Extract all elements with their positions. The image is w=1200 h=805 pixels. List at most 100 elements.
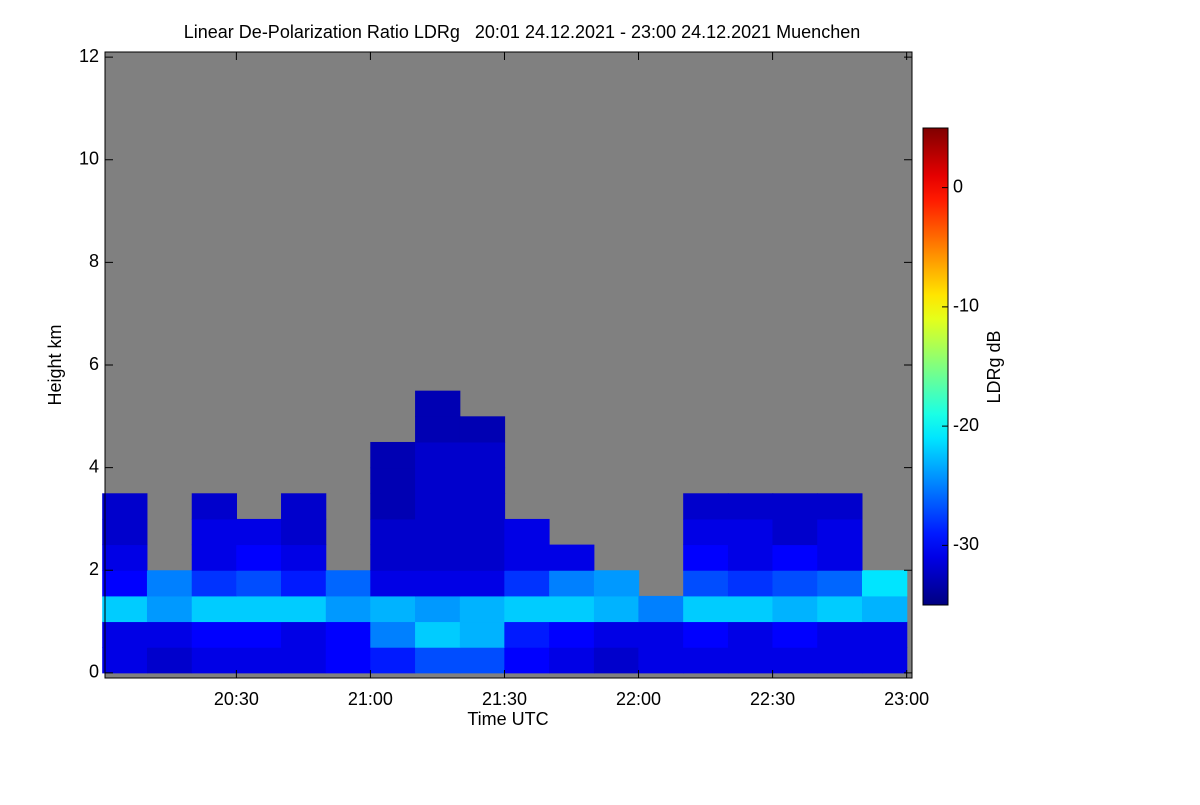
heatmap-cell — [146, 621, 193, 648]
heatmap-cell — [281, 647, 327, 674]
heatmap-cell — [415, 416, 461, 443]
x-tick-label: 23:00 — [884, 689, 929, 709]
heatmap-cell — [817, 493, 863, 520]
heatmap-cell — [191, 570, 238, 597]
y-tick-label: 0 — [89, 662, 99, 682]
x-tick-label: 21:30 — [482, 689, 527, 709]
heatmap-cell — [325, 595, 372, 623]
heatmap-cell — [772, 621, 818, 648]
heatmap-cell — [325, 570, 372, 597]
heatmap-cell — [236, 595, 282, 623]
heatmap-cell — [415, 467, 461, 494]
heatmap-cell — [504, 647, 550, 674]
heatmap-cell — [683, 647, 729, 674]
colorbar-tick-label: -10 — [953, 296, 979, 316]
heatmap-cell — [459, 544, 506, 571]
heatmap-cell — [370, 647, 416, 674]
colorbar-tick-label: 0 — [953, 176, 963, 196]
heatmap-cell — [459, 647, 506, 674]
heatmap-cell — [772, 570, 818, 597]
heatmap-cell — [236, 518, 282, 546]
heatmap-cell — [191, 647, 238, 674]
heatmap-cell — [727, 493, 774, 520]
heatmap-cell — [146, 647, 193, 674]
heatmap-cell — [370, 467, 416, 494]
x-axis-label: Time UTC — [467, 709, 548, 729]
heatmap-cell — [772, 518, 818, 546]
heatmap-cell — [504, 544, 550, 571]
heatmap-cell — [638, 595, 684, 623]
heatmap-cell — [459, 518, 506, 546]
heatmap-cell — [415, 390, 461, 417]
heatmap-cell — [638, 647, 684, 674]
heatmap-cell — [415, 595, 461, 623]
heatmap-cell — [370, 621, 416, 648]
heatmap-cell — [281, 621, 327, 648]
heatmap-cell — [281, 570, 327, 597]
x-tick-label: 22:00 — [616, 689, 661, 709]
heatmap-cell — [459, 595, 506, 623]
heatmap-cell — [504, 518, 550, 546]
heatmap-cell — [102, 493, 148, 520]
heatmap-cell — [459, 621, 506, 648]
heatmap-cell — [504, 621, 550, 648]
heatmap-cell — [549, 570, 595, 597]
heatmap-cell — [191, 621, 238, 648]
y-tick-label: 8 — [89, 251, 99, 271]
heatmap-cell — [102, 621, 148, 648]
heatmap-cell — [102, 570, 148, 597]
heatmap-cell — [102, 647, 148, 674]
heatmap-cell — [593, 647, 640, 674]
heatmap-cell — [772, 647, 818, 674]
heatmap-cell — [817, 647, 863, 674]
heatmap-cell — [191, 544, 238, 571]
heatmap-cell — [415, 621, 461, 648]
heatmap-cell — [370, 441, 416, 469]
heatmap-cell — [415, 441, 461, 469]
heatmap-cell — [683, 570, 729, 597]
heatmap-cell — [102, 595, 148, 623]
heatmap-cell — [146, 570, 193, 597]
colorbar-tick-label: -20 — [953, 415, 979, 435]
heatmap-cell — [638, 621, 684, 648]
heatmap-cell — [415, 570, 461, 597]
heatmap-cell — [325, 621, 372, 648]
y-tick-label: 12 — [79, 46, 99, 66]
heatmap-cell — [325, 647, 372, 674]
heatmap-cell — [683, 595, 729, 623]
heatmap-cell — [549, 647, 595, 674]
y-axis-label: Height km — [45, 324, 65, 405]
heatmap-cell — [236, 647, 282, 674]
heatmap-cell — [415, 544, 461, 571]
heatmap-cell — [281, 544, 327, 571]
heatmap-cell — [861, 570, 908, 597]
heatmap-cell — [415, 518, 461, 546]
x-tick-label: 20:30 — [214, 689, 259, 709]
heatmap-cell — [727, 544, 774, 571]
heatmap-cell — [102, 518, 148, 546]
heatmap-cell — [504, 595, 550, 623]
heatmap-cell — [817, 570, 863, 597]
heatmap-cell — [370, 544, 416, 571]
x-tick-label: 22:30 — [750, 689, 795, 709]
heatmap-cell — [727, 570, 774, 597]
heatmap-cell — [861, 621, 908, 648]
heatmap-cell — [370, 595, 416, 623]
x-tick-label: 21:00 — [348, 689, 393, 709]
heatmap-cell — [861, 595, 908, 623]
heatmap-cell — [191, 493, 238, 520]
heatmap-cell — [817, 518, 863, 546]
heatmap-cell — [504, 570, 550, 597]
heatmap-cell — [459, 493, 506, 520]
heatmap-cell — [459, 467, 506, 494]
heatmap-cell — [683, 621, 729, 648]
heatmap-cell — [281, 595, 327, 623]
heatmap-cell — [593, 595, 640, 623]
heatmap-cell — [191, 595, 238, 623]
heatmap-cell — [146, 595, 193, 623]
colorbar-tick-label: -30 — [953, 534, 979, 554]
heatmap-cell — [772, 544, 818, 571]
heatmap-cell — [549, 621, 595, 648]
heatmap-cell — [459, 441, 506, 469]
